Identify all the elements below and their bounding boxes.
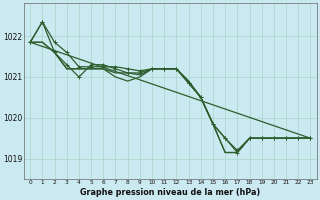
X-axis label: Graphe pression niveau de la mer (hPa): Graphe pression niveau de la mer (hPa): [80, 188, 260, 197]
